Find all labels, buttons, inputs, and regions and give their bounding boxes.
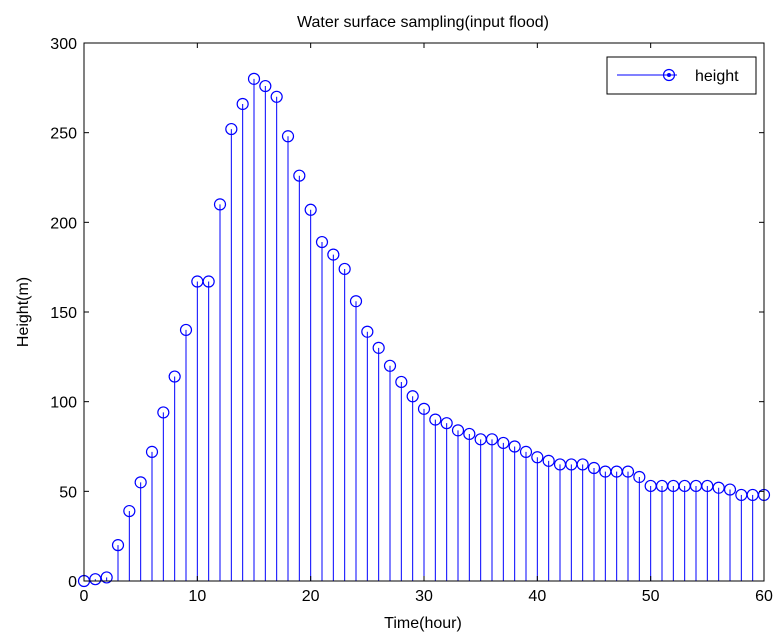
- x-tick-label: 60: [755, 588, 773, 605]
- y-axis-ticks: 0 50 100 150 200 250 300: [50, 36, 764, 591]
- stem-marker: [123, 504, 136, 518]
- stem-marker: [429, 413, 442, 426]
- x-tick-label: 40: [528, 588, 546, 605]
- stem-marker: [361, 325, 374, 338]
- stem-marker: [633, 470, 646, 484]
- stem-marker: [281, 130, 295, 143]
- stem-marker: [293, 169, 306, 182]
- y-tick-label: 0: [68, 574, 77, 591]
- stem-marker: [111, 539, 125, 552]
- stem-marker: [463, 427, 476, 441]
- stem-marker: [417, 402, 431, 415]
- stem-lines: [94, 78, 765, 581]
- legend-marker-sample: [662, 68, 676, 82]
- stem-marker: [576, 458, 589, 471]
- stem-marker: [395, 375, 408, 389]
- stem-marker: [531, 451, 544, 464]
- stem-marker: [157, 406, 170, 419]
- stem-marker: [508, 440, 521, 453]
- chart-title: Water surface sampling(input flood): [297, 14, 549, 31]
- stem-marker: [100, 571, 113, 584]
- stem-marker: [383, 359, 397, 372]
- x-axis-label: Time(hour): [384, 615, 462, 632]
- stem-marker: [701, 479, 714, 493]
- stem-marker: [338, 262, 351, 276]
- x-tick-label: 50: [642, 588, 660, 605]
- legend: height: [606, 56, 757, 95]
- stem-marker: [406, 390, 419, 403]
- x-tick-label: 20: [302, 588, 320, 605]
- stem-marker: [440, 417, 453, 430]
- stem-marker: [519, 445, 533, 458]
- stem-markers: [77, 72, 771, 588]
- stem-marker: [259, 79, 272, 93]
- y-tick-label: 300: [50, 36, 77, 53]
- y-axis-label: Height(m): [15, 277, 32, 347]
- x-axis-ticks: 0 10 20 30 40 50 60: [80, 43, 773, 605]
- stem-marker: [304, 203, 317, 216]
- stem-marker: [315, 235, 329, 249]
- x-tick-label: 0: [80, 588, 89, 605]
- stem-marker: [225, 122, 238, 136]
- legend-marker-dot: [667, 73, 671, 77]
- stem-marker: [89, 573, 102, 586]
- stem-marker: [247, 72, 261, 85]
- y-tick-label: 250: [50, 126, 77, 143]
- stem-marker: [712, 481, 725, 494]
- y-tick-label: 50: [59, 484, 77, 501]
- y-tick-label: 100: [50, 395, 77, 412]
- stem-marker: [349, 295, 363, 308]
- stem-marker: [587, 461, 601, 475]
- stem-marker: [213, 198, 227, 211]
- stem-marker: [621, 465, 635, 478]
- stem-marker: [327, 248, 340, 261]
- stem-marker: [485, 433, 499, 446]
- stem-marker: [723, 483, 737, 496]
- stem-marker: [168, 370, 181, 383]
- stem-marker: [270, 90, 283, 103]
- stem-marker: [145, 445, 159, 458]
- stem-marker: [497, 436, 510, 450]
- stem-marker: [451, 424, 465, 437]
- y-tick-label: 200: [50, 215, 77, 232]
- x-tick-label: 30: [415, 588, 433, 605]
- stem-marker: [134, 476, 147, 489]
- legend-label-height: height: [695, 68, 739, 85]
- stem-marker: [202, 275, 215, 288]
- y-tick-label: 150: [50, 305, 77, 322]
- stem-marker: [372, 341, 385, 354]
- x-tick-label: 10: [188, 588, 206, 605]
- stem-marker: [179, 323, 193, 337]
- stem-marker: [542, 454, 555, 467]
- stem-marker: [236, 97, 249, 111]
